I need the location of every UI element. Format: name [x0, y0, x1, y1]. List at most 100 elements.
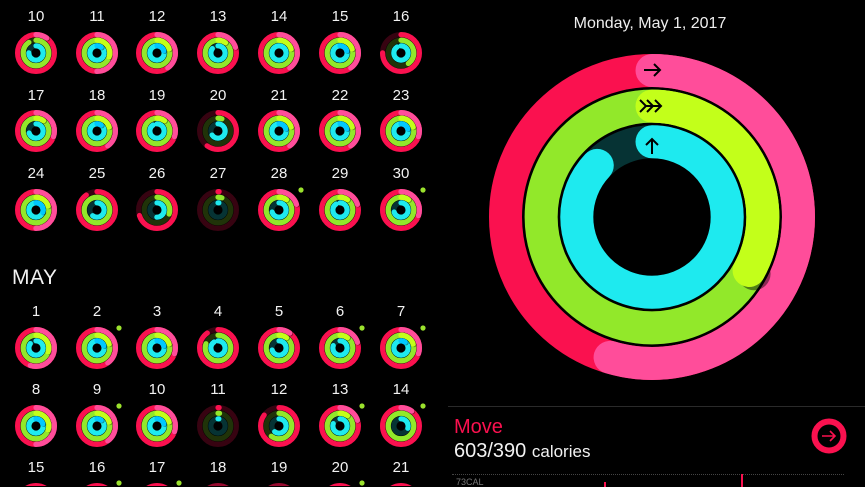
award-badge-dot	[176, 480, 182, 486]
move-ring	[379, 31, 423, 74]
exercise-ring	[202, 37, 234, 69]
day-rings-24[interactable]	[15, 189, 58, 232]
day-rings-2[interactable]	[75, 327, 119, 370]
day-rings-29[interactable]	[319, 188, 362, 232]
stand-ring	[208, 43, 228, 63]
stand-ring	[330, 43, 351, 63]
move-ring	[135, 109, 179, 152]
day-rings-13[interactable]	[196, 31, 240, 74]
day-rings-6[interactable]	[319, 326, 362, 370]
stand-ring	[208, 200, 228, 220]
day-number: 6	[335, 303, 345, 320]
double-chevron-right-icon	[639, 99, 663, 113]
stand-ring	[391, 416, 411, 436]
exercise-ring	[20, 332, 52, 364]
move-label: Move	[454, 416, 503, 438]
award-badge-dot	[116, 325, 122, 331]
day-number: 4	[213, 303, 223, 320]
day-rings-11[interactable]	[75, 31, 118, 75]
day-rings-28[interactable]	[258, 188, 301, 232]
day-rings-18[interactable]	[207, 483, 229, 486]
arrow-right-icon	[644, 63, 662, 77]
arrow-circle-icon	[811, 418, 847, 454]
day-rings-8[interactable]	[15, 405, 58, 448]
day-rings-15[interactable]	[25, 483, 47, 486]
day-number: 7	[396, 303, 406, 320]
day-rings-14[interactable]	[257, 31, 301, 74]
day-rings-19[interactable]	[268, 483, 290, 486]
move-ring	[318, 109, 362, 152]
move-ring	[197, 404, 240, 448]
stand-ring	[269, 43, 289, 63]
day-rings-19[interactable]	[135, 109, 179, 152]
selected-day-rings	[489, 54, 815, 380]
day-rings-5[interactable]	[258, 326, 301, 370]
stand-ring	[87, 121, 107, 141]
day-rings-12[interactable]	[258, 404, 301, 448]
day-number: 10	[27, 8, 45, 25]
move-ring	[75, 327, 119, 370]
day-rings-25[interactable]	[75, 189, 119, 232]
day-rings-23[interactable]	[379, 109, 423, 152]
move-value: 603/390 calories	[454, 440, 590, 463]
move-ring	[136, 404, 179, 448]
day-rings-13[interactable]	[319, 404, 362, 448]
chart-gridline	[452, 474, 844, 475]
day-rings-22[interactable]	[318, 109, 362, 152]
move-ring	[14, 109, 57, 152]
day-rings-3[interactable]	[136, 326, 179, 370]
exercise-ring	[385, 115, 417, 147]
stand-ring	[391, 338, 411, 358]
move-ring	[75, 109, 118, 153]
day-rings-9[interactable]	[75, 405, 119, 448]
day-rings-30[interactable]	[380, 188, 423, 232]
move-ring	[379, 109, 423, 152]
move-ring	[319, 326, 362, 370]
day-rings-18[interactable]	[75, 109, 118, 153]
day-rings-14[interactable]	[380, 404, 423, 448]
day-rings-10[interactable]	[14, 31, 57, 74]
day-rings-20[interactable]	[329, 483, 351, 486]
day-rings-10[interactable]	[136, 404, 179, 448]
stand-ring	[330, 416, 350, 436]
stand-ring	[330, 338, 350, 358]
exercise-ring	[324, 194, 356, 226]
ring-direction-icons	[639, 63, 663, 154]
day-rings-12[interactable]	[135, 31, 179, 74]
day-rings-20[interactable]	[196, 109, 240, 152]
move-ring	[258, 326, 301, 370]
move-ring	[136, 326, 179, 370]
exercise-ring	[385, 410, 417, 442]
stand-ring	[208, 338, 228, 358]
day-rings-21[interactable]	[390, 483, 412, 486]
day-rings-17[interactable]	[146, 483, 168, 486]
move-calories: 603/390	[454, 440, 527, 462]
exercise-ring	[263, 37, 295, 69]
move-detail-button[interactable]	[810, 417, 848, 455]
award-badge-dot	[116, 480, 122, 486]
day-number: 18	[88, 87, 106, 104]
day-rings-26[interactable]	[136, 188, 179, 232]
move-ring	[14, 31, 57, 74]
exercise-ring	[385, 37, 417, 69]
day-number: 13	[209, 8, 227, 25]
day-number: 1	[31, 303, 41, 320]
day-number: 11	[89, 8, 105, 25]
move-ring	[319, 404, 362, 448]
day-number: 12	[270, 381, 288, 398]
move-ring	[268, 483, 290, 486]
day-rings-15[interactable]	[318, 31, 362, 74]
day-rings-4[interactable]	[197, 326, 240, 370]
day-rings-16[interactable]	[86, 483, 108, 486]
day-rings-17[interactable]	[14, 109, 57, 152]
day-rings-11[interactable]	[197, 404, 240, 448]
stand-ring	[87, 200, 107, 220]
day-rings-16[interactable]	[379, 31, 423, 74]
day-rings-7[interactable]	[380, 326, 423, 370]
activity-calendar: MAY 10 11 12 13 14 15 16 17 18 19 20 21 22 23 24 25 26 27…	[12, 8, 426, 486]
day-rings-1[interactable]	[15, 327, 58, 370]
day-rings-21[interactable]	[257, 109, 301, 152]
exercise-ring	[20, 194, 52, 226]
day-number: 28	[270, 165, 288, 182]
day-rings-27[interactable]	[197, 188, 240, 232]
